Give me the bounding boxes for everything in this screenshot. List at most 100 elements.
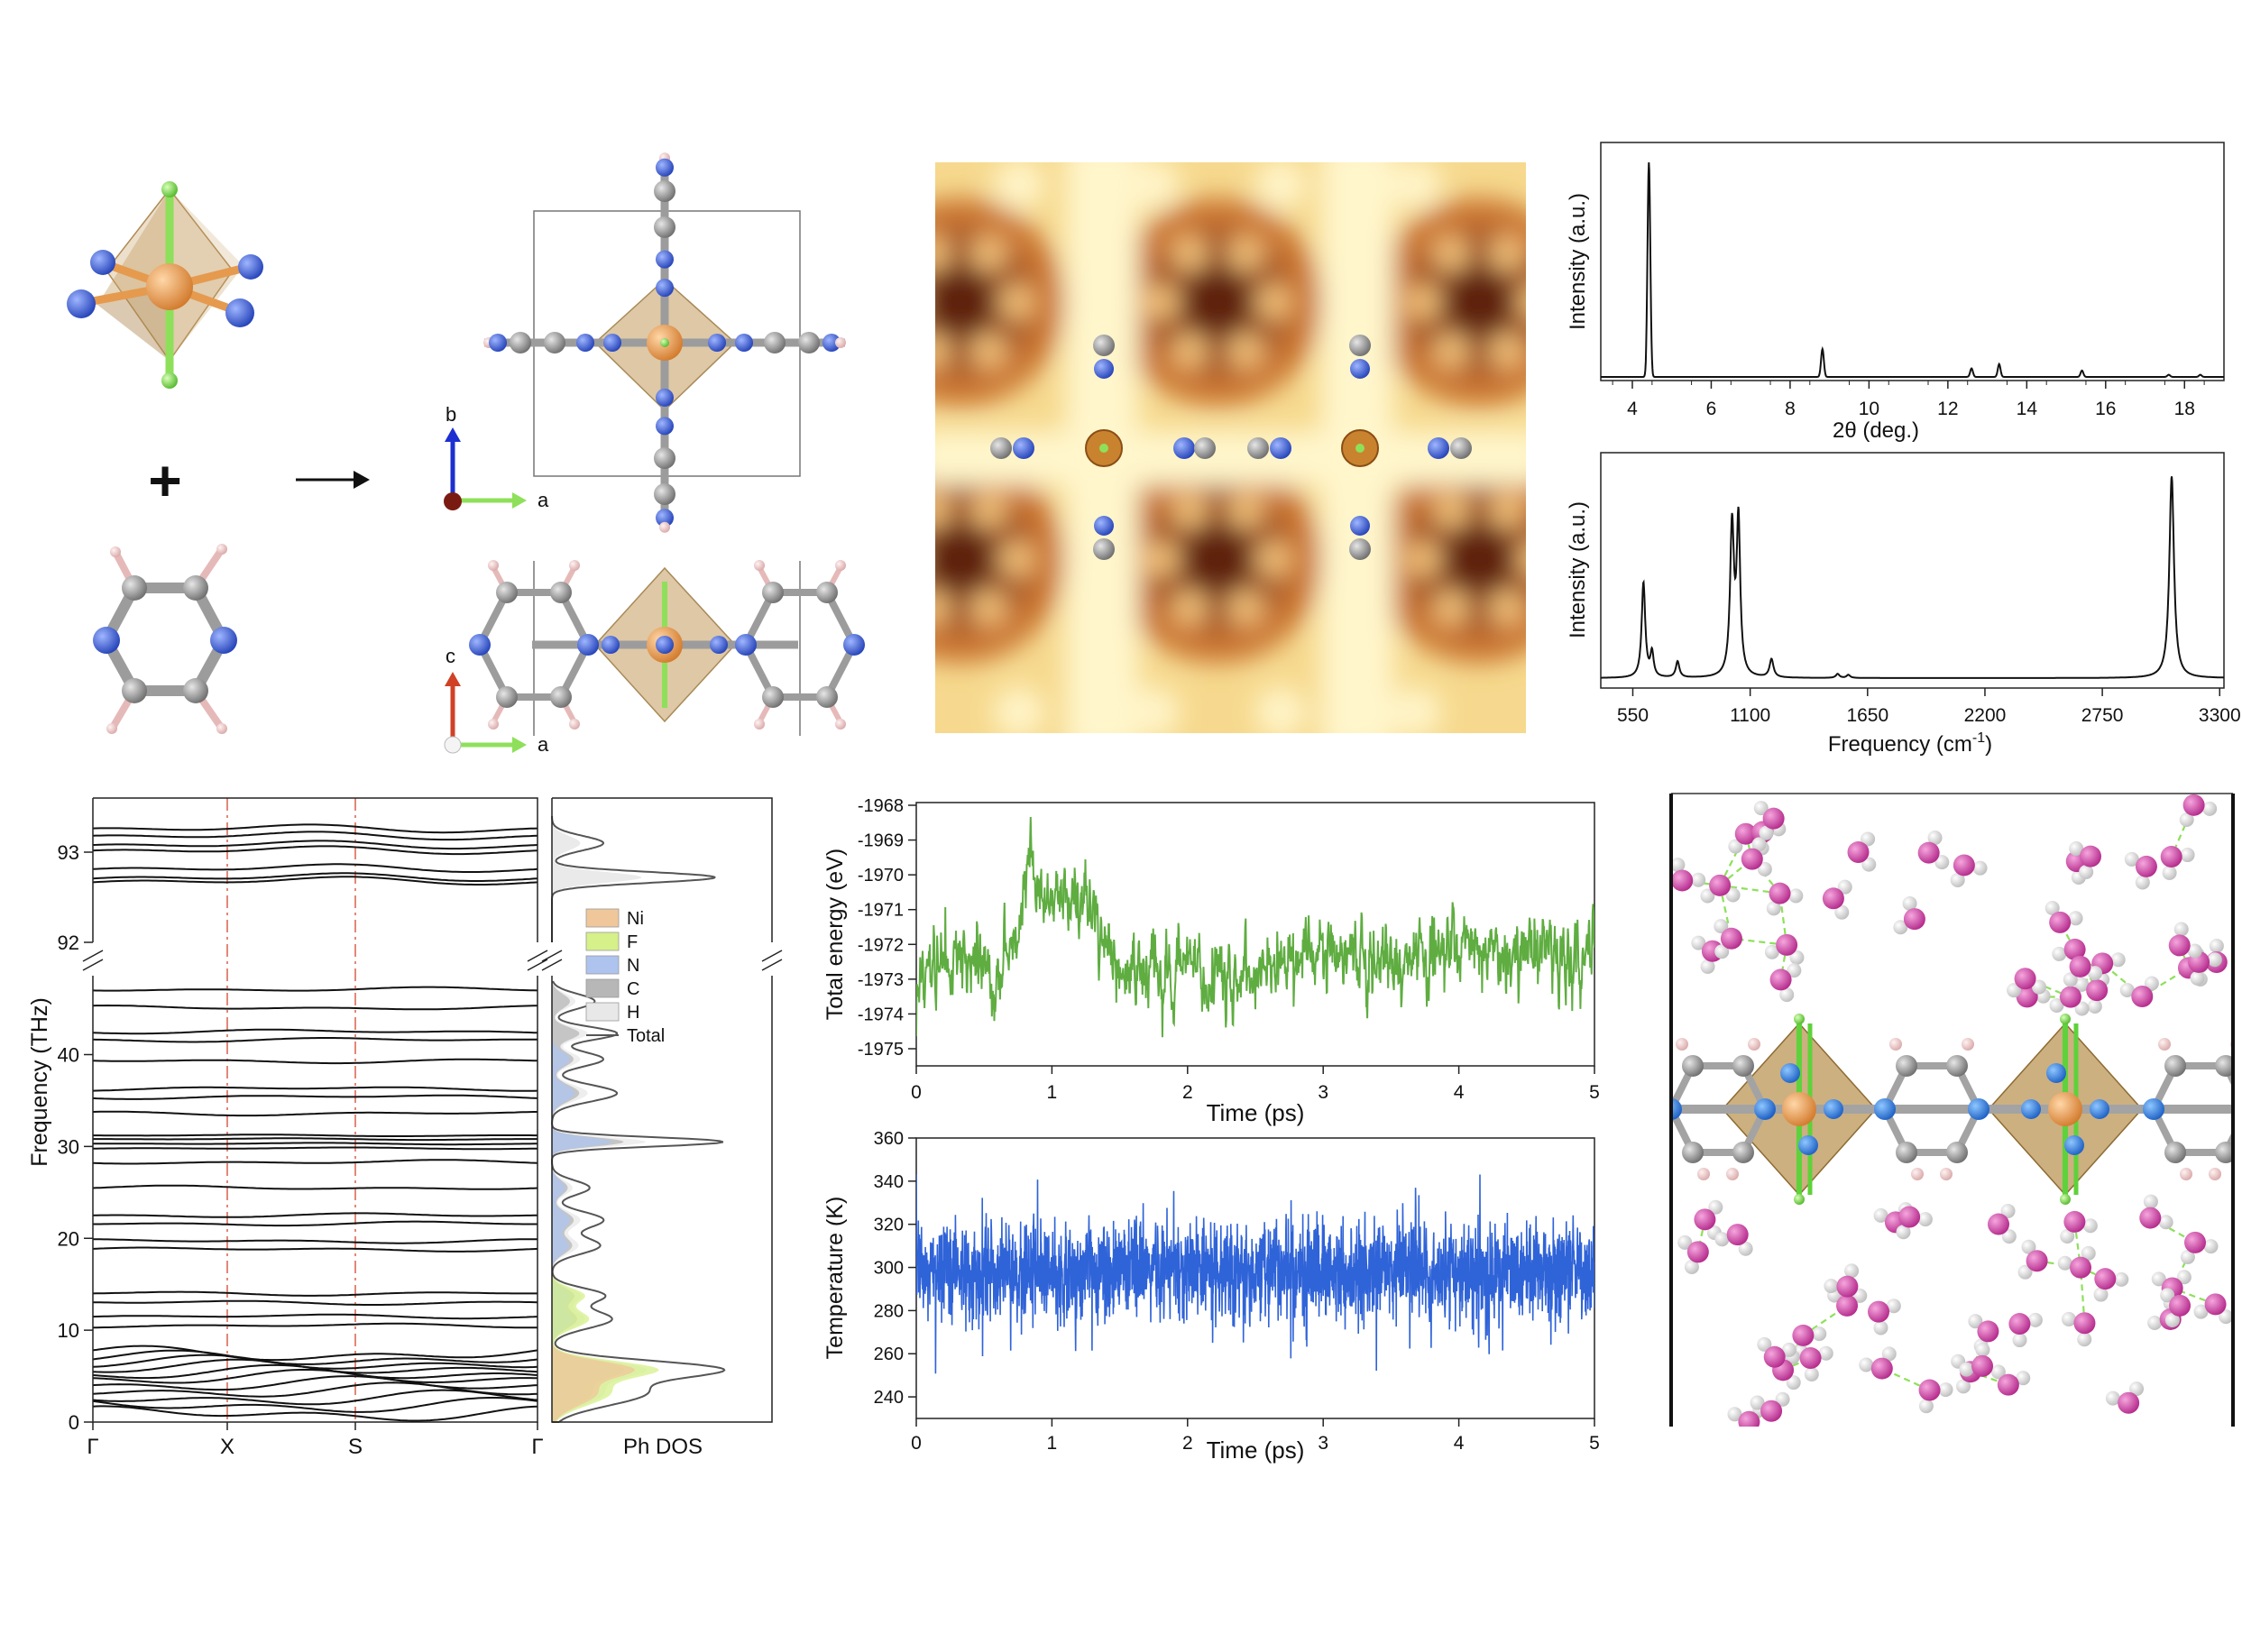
temperature-x-tick-label: 1 bbox=[1047, 1433, 1058, 1454]
reaction-arrow-head bbox=[354, 471, 370, 489]
water-H bbox=[1691, 872, 1706, 887]
density-lobe bbox=[1405, 284, 1441, 320]
atom-C bbox=[816, 686, 838, 708]
water-H bbox=[2202, 801, 2218, 816]
water-O bbox=[1763, 1345, 1786, 1368]
water-H bbox=[2012, 1333, 2027, 1348]
energy-y-tick-label: -1971 bbox=[858, 901, 904, 921]
density-high-spot bbox=[1391, 162, 1441, 210]
density-lobe bbox=[935, 332, 951, 369]
band-y-tick-label: 0 bbox=[69, 1411, 79, 1434]
energy-y-tick-label: -1973 bbox=[858, 970, 904, 990]
kpoint-label: Γ bbox=[87, 1435, 98, 1459]
water-H bbox=[2129, 1381, 2145, 1397]
water-O bbox=[1769, 882, 1791, 904]
water-O bbox=[2204, 1293, 2227, 1316]
md-atom-N bbox=[1968, 1098, 1989, 1120]
temperature-x-tick-label: 0 bbox=[911, 1433, 922, 1454]
water-H bbox=[2143, 1194, 2158, 1209]
md-atom-H bbox=[1697, 1168, 1710, 1180]
water-O bbox=[1762, 807, 1785, 830]
atom-C bbox=[654, 180, 675, 202]
water-H bbox=[2081, 1245, 2096, 1261]
density-low-region bbox=[1441, 264, 1517, 340]
water-H bbox=[2187, 943, 2202, 959]
md-atom-C bbox=[2215, 1142, 2233, 1163]
water-H bbox=[1789, 950, 1805, 965]
atom-N bbox=[656, 388, 674, 407]
density-lobe bbox=[1433, 589, 1469, 626]
water-H bbox=[1818, 1345, 1833, 1361]
water-H bbox=[1886, 1299, 1901, 1314]
atom-H bbox=[659, 521, 670, 533]
density-lobe bbox=[1489, 235, 1525, 272]
water-O bbox=[2139, 1207, 2162, 1229]
atom-N bbox=[735, 334, 753, 352]
temperature-x-tick-label: 5 bbox=[1589, 1433, 1600, 1454]
water-H bbox=[2007, 983, 2022, 998]
atom-H bbox=[835, 560, 846, 571]
water-H bbox=[2190, 970, 2205, 986]
md-atom-N bbox=[2064, 1135, 2084, 1155]
water-O bbox=[1918, 1379, 1941, 1401]
atom-N bbox=[710, 636, 728, 654]
dos-break-marks bbox=[541, 950, 783, 971]
water-H bbox=[1975, 1342, 1990, 1357]
water-H bbox=[1727, 1407, 1742, 1422]
atom-C bbox=[544, 332, 565, 353]
legend-label: N bbox=[627, 956, 639, 976]
water-H bbox=[2016, 1371, 2031, 1386]
ir-ylabel: Intensity (a.u.) bbox=[1566, 501, 1590, 638]
aimd-temperature-panel: 0 1 2 3 4 5 240 260 280 300 320 340 360 Temperature … bbox=[822, 1129, 1600, 1464]
water-O bbox=[1726, 1224, 1749, 1246]
water-H bbox=[1918, 1399, 1934, 1414]
phonon-band bbox=[92, 823, 538, 834]
band-y-tick-label: 92 bbox=[58, 932, 79, 954]
md-atom-C bbox=[1946, 1142, 1968, 1163]
water-H bbox=[1873, 1320, 1888, 1335]
phonon-band bbox=[92, 872, 538, 882]
phonon-band bbox=[92, 876, 538, 886]
water-H bbox=[1873, 1207, 1888, 1223]
map-atom-N bbox=[1173, 437, 1195, 459]
water-H bbox=[1927, 831, 1943, 846]
water-H bbox=[2017, 1264, 2033, 1280]
temperature-y-tick-label: 280 bbox=[874, 1301, 904, 1321]
legend-label: Total bbox=[627, 1026, 665, 1046]
density-lobe bbox=[998, 284, 1034, 320]
axis-label-a-top: a bbox=[538, 489, 549, 511]
pyrazine-molecule bbox=[93, 544, 237, 734]
water-H bbox=[1779, 987, 1795, 1003]
water-O bbox=[1720, 927, 1742, 950]
phonon-band bbox=[92, 840, 538, 850]
density-lobe bbox=[1227, 492, 1263, 529]
water-H bbox=[2088, 966, 2103, 981]
water-O bbox=[1997, 1373, 2019, 1396]
atom-C bbox=[762, 686, 784, 708]
phonon-band bbox=[93, 1133, 538, 1137]
water-H bbox=[1775, 1391, 1790, 1407]
water-O bbox=[1988, 1213, 2010, 1235]
water-H bbox=[1708, 1199, 1723, 1215]
water-H bbox=[2124, 851, 2139, 867]
water-O bbox=[2070, 1256, 2092, 1279]
water-H bbox=[1691, 935, 1706, 950]
density-lobe bbox=[1489, 332, 1525, 369]
phonon-band bbox=[92, 1037, 538, 1043]
atom-N bbox=[822, 334, 841, 352]
temperature-trace bbox=[916, 1174, 1594, 1374]
temperature-x-tick-label: 4 bbox=[1454, 1433, 1465, 1454]
phonon-band bbox=[93, 1146, 538, 1151]
md-snapshot-panel bbox=[1671, 794, 2233, 1427]
water-O bbox=[1836, 1275, 1859, 1298]
density-low-region bbox=[935, 264, 998, 340]
water-O bbox=[1799, 1347, 1822, 1370]
md-atom-H bbox=[1940, 1168, 1953, 1180]
md-atom-C bbox=[2215, 1055, 2233, 1077]
dos-partial-area bbox=[552, 816, 642, 942]
md-atom-H bbox=[1748, 1038, 1760, 1051]
axis-break-marks bbox=[82, 950, 548, 971]
hydrogen-bond bbox=[2101, 962, 2143, 997]
